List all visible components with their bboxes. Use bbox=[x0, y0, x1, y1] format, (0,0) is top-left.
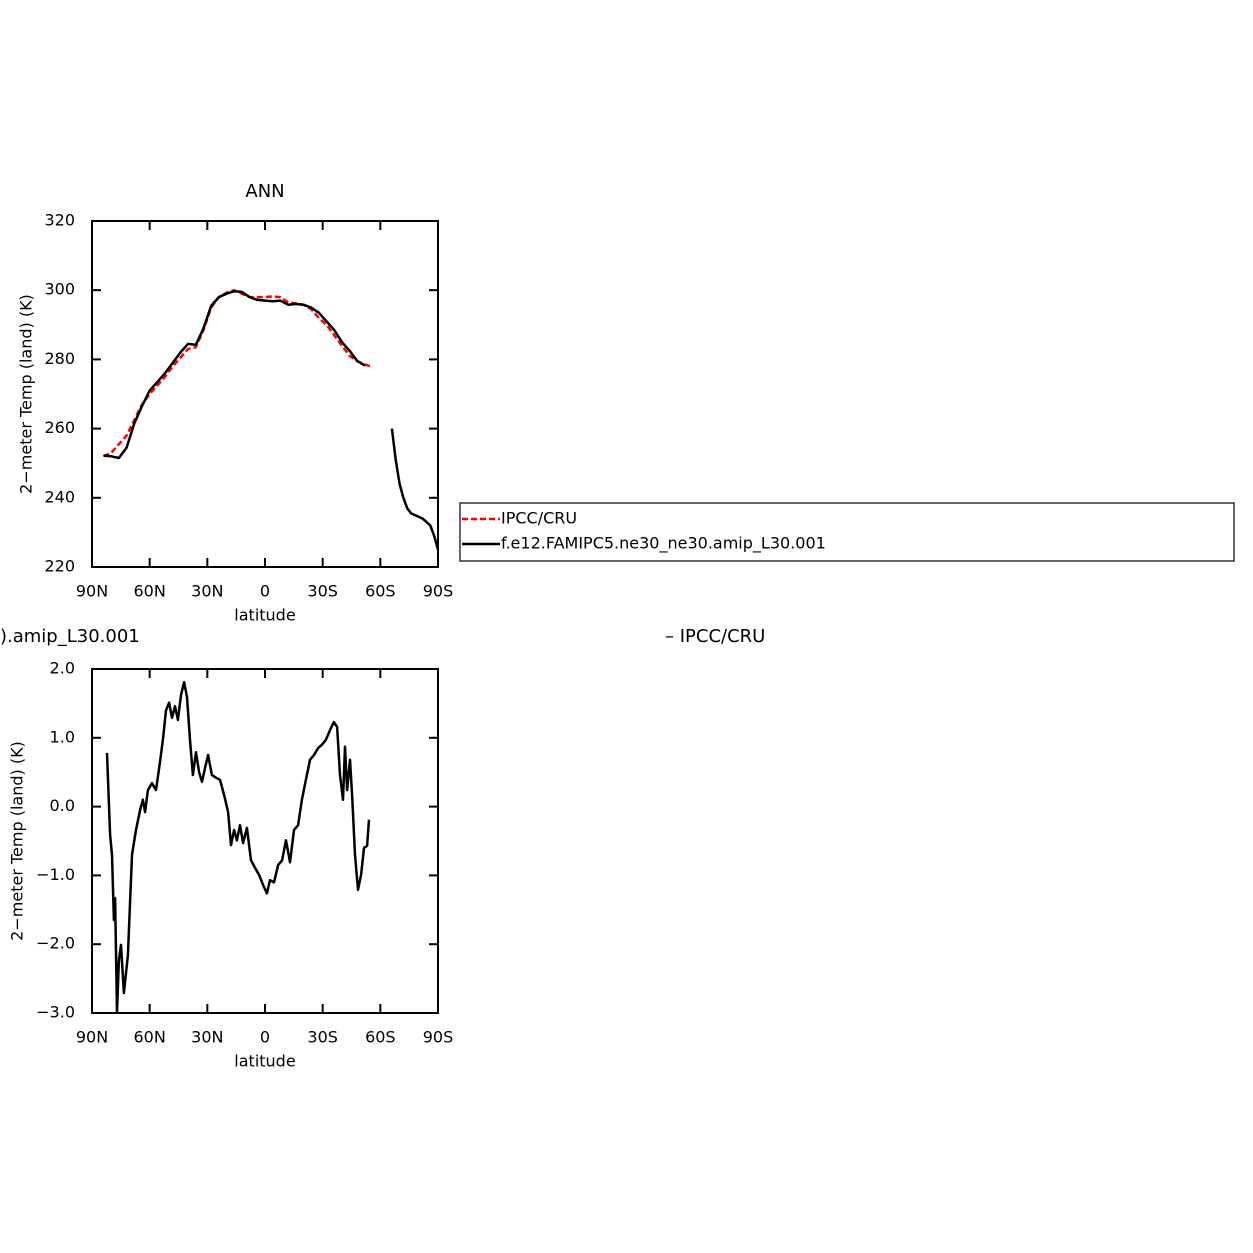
y-tick-label: −3.0 bbox=[36, 1003, 75, 1022]
x-tick-label: 90S bbox=[423, 582, 454, 601]
x-tick-label: 90S bbox=[423, 1028, 454, 1047]
data-line bbox=[105, 680, 371, 1014]
x-tick-label: 30N bbox=[191, 1028, 223, 1047]
x-tick-label: 60S bbox=[365, 582, 396, 601]
y-tick-label: −1.0 bbox=[36, 865, 75, 884]
x-tick-label: 30N bbox=[191, 582, 223, 601]
x-tick-label: 0 bbox=[260, 1028, 270, 1047]
x-tick-label: 90N bbox=[76, 582, 108, 601]
y-tick-label: 280 bbox=[44, 349, 75, 368]
x-axis-label: latitude bbox=[234, 606, 295, 625]
x-tick-label: 90N bbox=[76, 1028, 108, 1047]
chart-title: ANN bbox=[245, 181, 284, 202]
data-line bbox=[103, 289, 440, 551]
y-tick-label: −2.0 bbox=[36, 934, 75, 953]
data-line bbox=[102, 288, 373, 458]
x-tick-label: 30S bbox=[307, 582, 338, 601]
legend-label: IPCC/CRU bbox=[501, 509, 577, 528]
y-tick-label: 0.0 bbox=[50, 796, 75, 815]
y-tick-label: 1.0 bbox=[50, 727, 75, 746]
legend-box bbox=[459, 502, 1235, 562]
x-tick-label: 60S bbox=[365, 1028, 396, 1047]
y-tick-label: 220 bbox=[44, 557, 75, 576]
y-tick-label: 240 bbox=[44, 487, 75, 506]
plot-frame bbox=[91, 220, 439, 568]
x-tick-label: 30S bbox=[307, 1028, 338, 1047]
chart-title: – IPCC/CRU bbox=[665, 626, 765, 647]
x-tick-label: 60N bbox=[134, 1028, 166, 1047]
x-tick-label: 60N bbox=[134, 582, 166, 601]
y-axis-label: 2−meter Temp (land) (K) bbox=[17, 294, 36, 494]
y-tick-label: 2.0 bbox=[50, 659, 75, 678]
y-axis-label: 2−meter Temp (land) (K) bbox=[8, 741, 27, 941]
y-tick-label: 320 bbox=[44, 211, 75, 230]
legend-label: f.e12.FAMIPC5.ne30_ne30.amip_L30.001 bbox=[501, 534, 826, 554]
x-tick-label: 0 bbox=[260, 582, 270, 601]
y-tick-label: 300 bbox=[44, 280, 75, 299]
chart-title: ).amip_L30.001 bbox=[0, 626, 140, 647]
x-axis-label: latitude bbox=[234, 1052, 295, 1071]
y-tick-label: 260 bbox=[44, 418, 75, 437]
plot-frame bbox=[91, 668, 439, 1014]
